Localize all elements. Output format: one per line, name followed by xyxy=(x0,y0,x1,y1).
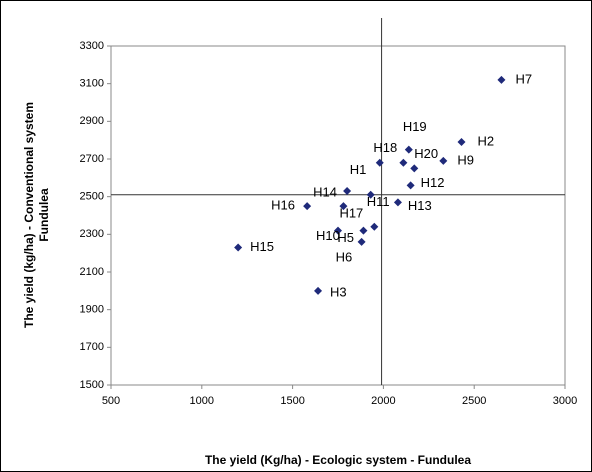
point xyxy=(457,138,466,147)
point-label: H17 xyxy=(339,206,363,221)
point-label: H20 xyxy=(414,146,438,161)
point xyxy=(357,237,366,246)
y-tick-label: 1900 xyxy=(80,304,104,316)
point-label: H15 xyxy=(250,239,274,254)
point-label: H12 xyxy=(421,175,445,190)
x-tick-label: 1500 xyxy=(280,395,304,407)
y-tick-label: 2700 xyxy=(80,153,104,165)
y-tick-label: 2300 xyxy=(80,228,104,240)
point xyxy=(370,222,379,231)
point xyxy=(366,190,375,199)
point xyxy=(314,286,323,295)
point xyxy=(497,75,506,84)
point xyxy=(406,181,415,190)
point xyxy=(393,198,402,207)
point-label: H13 xyxy=(408,198,432,213)
point-label: H7 xyxy=(515,71,532,86)
x-axis-label: The yield (Kg/ha) - Ecologic system - Fu… xyxy=(205,453,471,467)
point-label: H9 xyxy=(457,152,474,167)
point xyxy=(343,187,352,196)
point-label: H18 xyxy=(373,140,397,155)
point xyxy=(399,158,408,167)
y-tick-label: 2900 xyxy=(80,115,104,127)
point-label: H5 xyxy=(337,230,354,245)
point-label: H6 xyxy=(336,249,353,264)
point-label: H3 xyxy=(330,284,347,299)
point-label: H14 xyxy=(313,184,337,199)
x-tick-label: 3000 xyxy=(553,395,577,407)
point-label: H16 xyxy=(271,198,295,213)
point xyxy=(334,226,342,235)
y-axis-label: The yield (kg/ha) - Conventional system xyxy=(22,102,36,328)
x-tick-label: 2000 xyxy=(371,395,395,407)
y-tick-label: 1700 xyxy=(80,341,104,353)
y-tick-label: 3100 xyxy=(80,78,104,90)
point-label: H2 xyxy=(477,133,494,148)
x-tick-label: 1000 xyxy=(190,395,214,407)
point xyxy=(404,145,413,154)
y-tick-label: 3300 xyxy=(80,40,104,52)
point-label: H10 xyxy=(316,228,340,243)
y-axis-label: Fundulea xyxy=(37,188,51,242)
plot-area xyxy=(110,45,566,386)
point xyxy=(375,158,384,167)
point-label: H19 xyxy=(403,119,427,134)
point xyxy=(410,164,419,173)
y-tick-label: 2500 xyxy=(80,191,104,203)
point xyxy=(234,243,243,252)
point-label: H1 xyxy=(350,162,367,177)
y-tick-label: 2100 xyxy=(80,266,104,278)
point xyxy=(339,202,348,211)
x-tick-label: 2500 xyxy=(462,395,486,407)
point xyxy=(359,226,368,235)
point xyxy=(439,156,448,165)
point xyxy=(303,202,312,211)
y-tick-label: 1500 xyxy=(80,379,104,391)
point-label: H11 xyxy=(367,194,390,209)
x-tick-label: 500 xyxy=(102,395,120,407)
